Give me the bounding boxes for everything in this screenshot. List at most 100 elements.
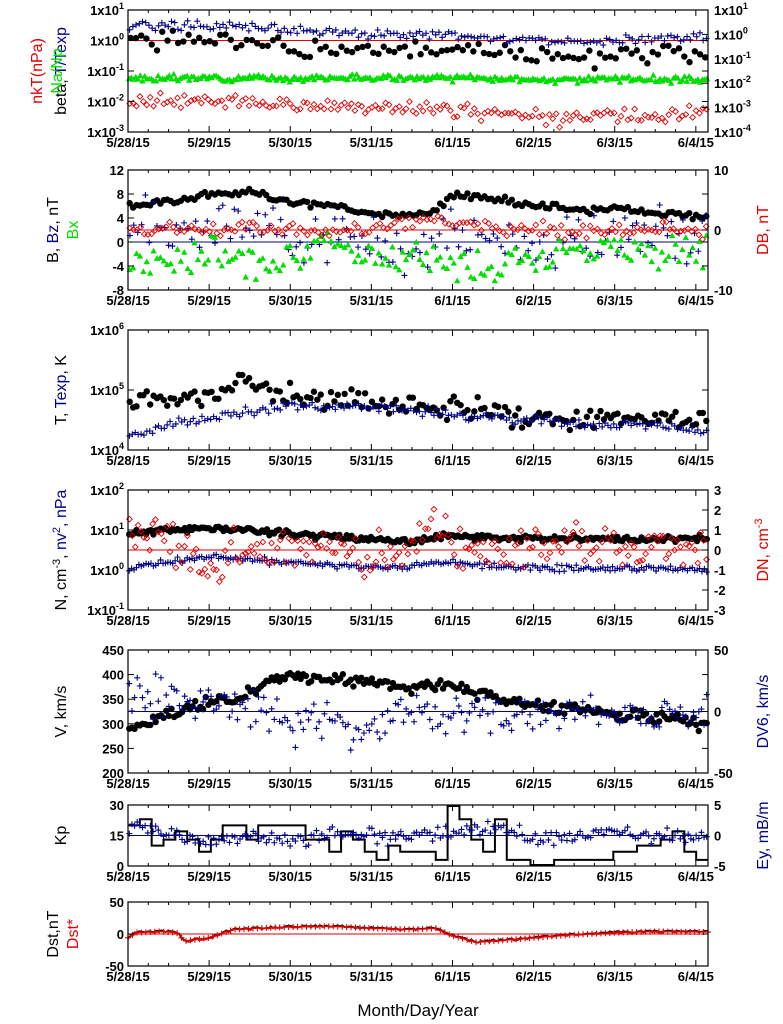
data-point (488, 411, 495, 419)
data-point (537, 567, 544, 574)
data-point (503, 559, 510, 567)
y-tick-label: 30 (110, 798, 124, 813)
data-point (648, 114, 656, 122)
data-point (213, 566, 220, 574)
data-point (239, 371, 246, 379)
data-point (284, 717, 291, 724)
data-point (399, 407, 406, 414)
data-point (353, 831, 360, 838)
data-point (513, 711, 520, 718)
data-point (618, 244, 624, 251)
data-point (174, 401, 181, 408)
data-point (463, 219, 471, 227)
data-point (412, 215, 420, 223)
data-point (405, 685, 412, 692)
data-point (561, 420, 568, 427)
data-point (616, 424, 623, 431)
data-point (517, 221, 525, 229)
data-point (163, 692, 170, 699)
data-point (476, 560, 483, 567)
data-point (563, 837, 570, 844)
data-point (450, 194, 458, 201)
data-point (155, 22, 162, 29)
data-point (608, 827, 615, 834)
data-point (245, 102, 253, 110)
data-point (290, 104, 297, 112)
data-point (488, 540, 496, 548)
data-point (352, 27, 359, 34)
data-point (503, 717, 510, 724)
data-point (229, 22, 236, 29)
data-point (648, 840, 655, 847)
data-point (450, 933, 457, 940)
data-point (443, 265, 451, 272)
data-point (242, 404, 249, 411)
data-point (208, 388, 215, 395)
data-point (429, 109, 437, 117)
data-point (445, 412, 452, 419)
data-point (341, 244, 348, 250)
data-point (358, 30, 365, 37)
data-point (363, 553, 371, 561)
y-axis-label: Dst,nT (45, 910, 62, 957)
data-point (429, 838, 436, 845)
data-point (354, 101, 362, 109)
y-tick-label: 50 (110, 895, 124, 910)
data-point (494, 403, 502, 411)
data-point (173, 229, 181, 237)
data-point (642, 39, 649, 46)
data-point (498, 197, 505, 205)
data-point (131, 543, 139, 551)
data-point (652, 223, 659, 230)
data-point (463, 717, 470, 724)
data-point (338, 242, 345, 249)
data-point (258, 25, 265, 32)
data-point (409, 107, 417, 115)
data-point (582, 712, 589, 719)
data-point (252, 100, 260, 108)
data-point (156, 89, 164, 97)
data-point (128, 532, 136, 540)
data-point (194, 397, 202, 404)
data-point (380, 224, 387, 232)
data-point (289, 727, 296, 734)
y2-tick-label: 3 (714, 483, 721, 498)
data-point (133, 21, 140, 28)
data-point (658, 248, 666, 255)
data-point (393, 77, 401, 83)
data-point (508, 560, 516, 568)
data-point (388, 108, 396, 116)
data-point (133, 403, 140, 410)
data-point (494, 109, 502, 117)
data-point (204, 256, 212, 263)
data-point (617, 112, 625, 120)
data-point (479, 538, 487, 546)
data-point (569, 838, 576, 845)
data-point (324, 259, 331, 266)
data-point (225, 94, 233, 102)
data-point (423, 249, 430, 256)
data-point (343, 400, 350, 407)
data-point (300, 537, 307, 545)
data-point (674, 827, 681, 834)
data-point (549, 55, 556, 62)
data-point (681, 73, 688, 79)
data-point (228, 387, 236, 394)
data-point (491, 105, 499, 113)
x-tick-label: 5/29/15 (187, 453, 230, 468)
data-point (150, 828, 157, 835)
data-point (624, 824, 631, 831)
data-point (497, 559, 505, 567)
data-point (311, 226, 319, 234)
data-point (440, 832, 447, 839)
data-point (395, 831, 402, 838)
data-point (412, 38, 419, 45)
data-point (464, 190, 471, 197)
data-point (542, 717, 549, 724)
data-point (184, 698, 191, 705)
data-point (534, 841, 541, 848)
data-point (305, 842, 312, 849)
data-point (622, 418, 629, 425)
data-point (372, 403, 379, 410)
